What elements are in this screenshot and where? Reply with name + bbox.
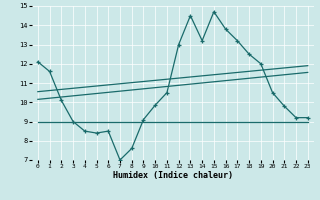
X-axis label: Humidex (Indice chaleur): Humidex (Indice chaleur): [113, 171, 233, 180]
